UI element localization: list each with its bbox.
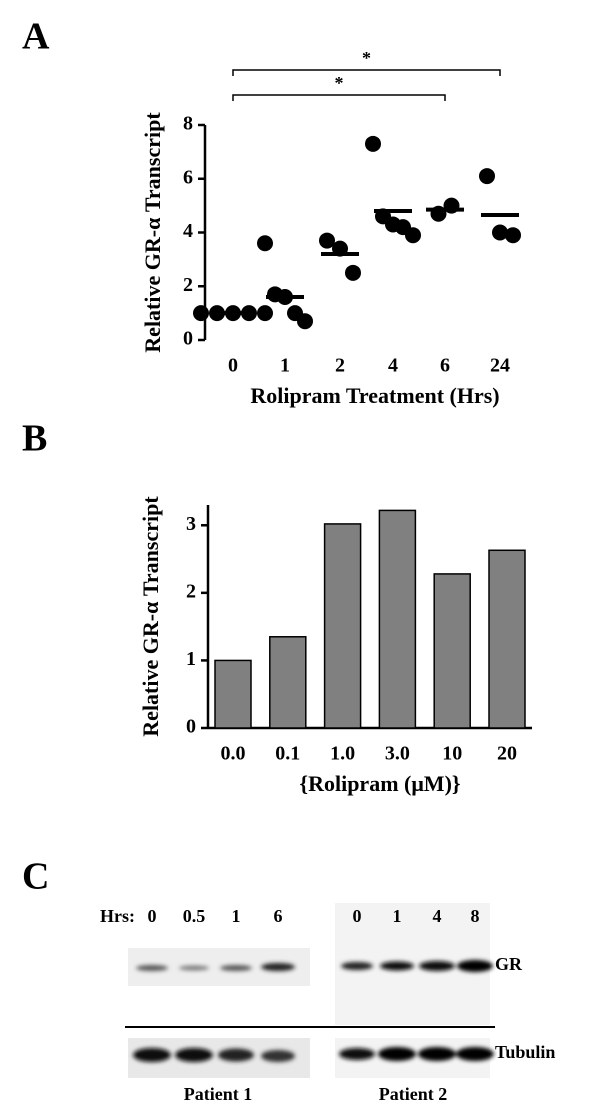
data-point bbox=[319, 232, 335, 249]
x-axis-label: {Rolipram (μM)} bbox=[299, 771, 460, 796]
band bbox=[218, 1048, 254, 1062]
panel-label: A bbox=[22, 16, 50, 58]
band bbox=[220, 965, 252, 971]
y-axis-label: Relative GR-α Transcript bbox=[138, 496, 163, 737]
x-tick-label: 4 bbox=[388, 355, 398, 377]
bar bbox=[269, 636, 307, 729]
data-point bbox=[297, 313, 313, 330]
band-label: GR bbox=[495, 954, 523, 974]
significance-bracket bbox=[232, 69, 501, 76]
band bbox=[378, 1047, 416, 1061]
time-label: 8 bbox=[471, 906, 480, 926]
y-tick-label: 4 bbox=[183, 220, 193, 242]
patient-label: Patient 2 bbox=[379, 1084, 447, 1104]
x-tick-label: 24 bbox=[490, 355, 510, 377]
time-label: 1 bbox=[393, 906, 402, 926]
row-label: Hrs: bbox=[100, 906, 135, 926]
panel-label: C bbox=[22, 856, 49, 898]
significance-mark: * bbox=[362, 48, 371, 68]
band bbox=[175, 1048, 213, 1062]
band bbox=[339, 1048, 375, 1060]
data-point bbox=[345, 264, 361, 281]
data-point bbox=[405, 227, 421, 244]
x-tick-label: 3.0 bbox=[385, 743, 410, 765]
band bbox=[133, 1048, 171, 1062]
x-axis-label: Rolipram Treatment (Hrs) bbox=[250, 383, 499, 408]
y-tick-label: 0 bbox=[186, 716, 196, 738]
x-tick-label: 1 bbox=[280, 355, 290, 377]
x-tick-label: 10 bbox=[442, 743, 462, 765]
bar bbox=[378, 509, 417, 729]
y-tick-label: 1 bbox=[186, 648, 196, 670]
bands bbox=[133, 960, 494, 1062]
time-label: 0 bbox=[148, 906, 157, 926]
y-tick-label: 3 bbox=[186, 513, 196, 535]
x-tick-label: 1.0 bbox=[330, 743, 355, 765]
bar bbox=[488, 549, 526, 729]
band bbox=[418, 1047, 456, 1061]
x-tick-label: 2 bbox=[335, 355, 345, 377]
x-tick-label: 20 bbox=[497, 743, 517, 765]
y-tick-label: 6 bbox=[183, 166, 193, 188]
band bbox=[457, 960, 493, 972]
bar bbox=[433, 573, 471, 729]
bar bbox=[214, 659, 252, 729]
time-label: 6 bbox=[274, 906, 283, 926]
patient-label: Patient 1 bbox=[184, 1084, 252, 1104]
time-label: 4 bbox=[433, 906, 442, 926]
significance-mark: * bbox=[335, 73, 344, 93]
x-tick-label: 0.1 bbox=[275, 743, 300, 765]
band bbox=[179, 965, 209, 971]
data-point bbox=[365, 135, 381, 152]
x-tick-label: 0.0 bbox=[221, 743, 246, 765]
band bbox=[136, 965, 168, 971]
data-point bbox=[492, 224, 508, 241]
band-label: Tubulin bbox=[495, 1042, 555, 1062]
band bbox=[261, 1050, 295, 1062]
y-tick-label: 0 bbox=[183, 328, 193, 350]
bar bbox=[323, 523, 362, 729]
data-point bbox=[479, 168, 495, 185]
y-tick-label: 2 bbox=[186, 580, 196, 602]
time-label: 1 bbox=[232, 906, 241, 926]
panel-label: B bbox=[22, 418, 47, 460]
band bbox=[380, 961, 414, 971]
x-tick-label: 0 bbox=[228, 355, 238, 377]
y-tick-label: 2 bbox=[183, 274, 193, 296]
band bbox=[261, 963, 295, 971]
y-axis-label: Relative GR-α Transcript bbox=[140, 112, 165, 353]
data-point bbox=[505, 227, 521, 244]
significance-bracket bbox=[232, 94, 446, 101]
band bbox=[456, 1047, 494, 1061]
x-tick-label: 6 bbox=[440, 355, 450, 377]
band bbox=[419, 961, 455, 971]
data-point bbox=[193, 305, 209, 322]
y-tick-label: 8 bbox=[183, 113, 193, 135]
band bbox=[341, 962, 373, 970]
time-label: 0 bbox=[353, 906, 362, 926]
time-label: 0.5 bbox=[183, 906, 206, 926]
data-point bbox=[257, 305, 273, 322]
data-point bbox=[257, 235, 273, 252]
